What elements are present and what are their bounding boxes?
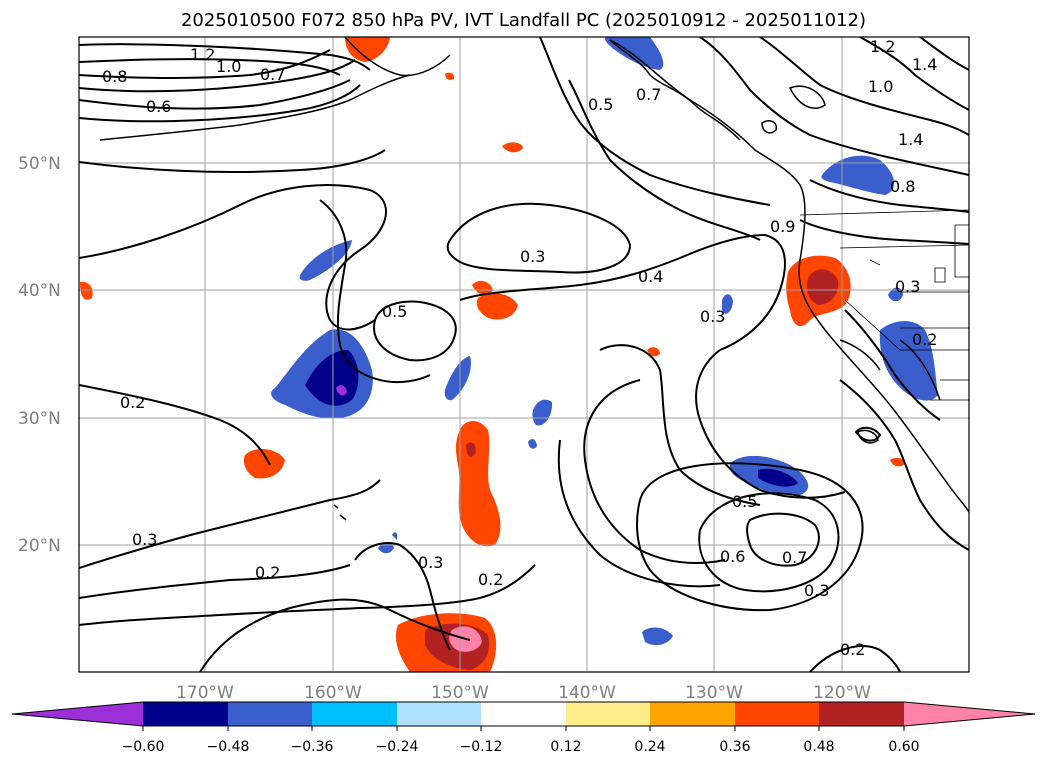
lon-label-140w: 140°W xyxy=(558,683,616,703)
colorbar-segment xyxy=(481,702,566,726)
lat-label-30n: 30°N xyxy=(18,409,61,429)
map-border xyxy=(78,36,970,673)
colorbar-tick-label: −0.36 xyxy=(291,739,334,755)
colorbar-tick-label: 0.36 xyxy=(719,739,750,755)
colorbar: −0.60 −0.48 −0.36 −0.24 −0.12 0.12 0.24 … xyxy=(11,701,1036,755)
map-panel: 1.2 1.0 0.8 0.7 0.6 0.5 0.7 1.2 1.4 1.0 … xyxy=(79,37,969,672)
colorbar-segment xyxy=(397,702,481,726)
contour-label: 1.2 xyxy=(870,37,895,56)
negative-anomaly-region xyxy=(532,399,553,426)
colorbar-segment xyxy=(819,702,904,726)
lon-label-170w: 170°W xyxy=(176,683,234,703)
contour-label: 0.8 xyxy=(890,177,915,196)
contour-label: 0.7 xyxy=(782,548,807,567)
colorbar-tick-label: 0.60 xyxy=(888,739,919,755)
colorbar-tick-label: 0.48 xyxy=(803,739,834,755)
colorbar-segment xyxy=(735,702,819,726)
colorbar-segment xyxy=(228,702,312,726)
contour-label: 1.4 xyxy=(898,130,923,149)
contour-label: 0.6 xyxy=(146,97,171,116)
contour-label: 0.3 xyxy=(132,530,157,549)
latitude-labels: 50°N 40°N 30°N 20°N xyxy=(18,154,61,556)
negative-anomaly-region xyxy=(879,321,938,401)
lat-label-20n: 20°N xyxy=(18,536,61,556)
contour-label: 0.3 xyxy=(700,307,725,326)
pv-shading xyxy=(80,37,938,672)
lon-label-120w: 120°W xyxy=(813,683,871,703)
colorbar-segment xyxy=(566,702,650,726)
colorbar-segment xyxy=(650,702,735,726)
contour-label: 0.3 xyxy=(418,553,443,572)
lon-label-160w: 160°W xyxy=(304,683,362,703)
contour-label: 0.3 xyxy=(520,247,545,266)
contour-label: 0.2 xyxy=(255,563,280,582)
negative-anomaly-region xyxy=(444,356,471,401)
contour-label: 0.9 xyxy=(770,217,795,236)
contour-label: 0.5 xyxy=(382,302,407,321)
contour-label: 0.2 xyxy=(912,330,937,349)
lat-label-40n: 40°N xyxy=(18,281,61,301)
contour-label: 0.2 xyxy=(840,640,865,659)
longitude-labels: 170°W 160°W 150°W 140°W 130°W 120°W xyxy=(176,683,871,703)
contour-label: 0.5 xyxy=(588,95,613,114)
lon-label-150w: 150°W xyxy=(431,683,489,703)
contour-labels: 1.2 1.0 0.8 0.7 0.6 0.5 0.7 1.2 1.4 1.0 … xyxy=(102,37,937,659)
contour-label: 0.7 xyxy=(636,85,661,104)
contour-label: 0.2 xyxy=(120,393,145,412)
contour-label: 0.5 xyxy=(732,492,757,511)
colorbar-tick-label: −0.60 xyxy=(122,739,165,755)
colorbar-tick-label: −0.12 xyxy=(460,739,503,755)
colorbar-high-extend xyxy=(904,702,1035,726)
positive-anomaly-region xyxy=(476,293,518,320)
contour-label: 0.3 xyxy=(895,277,920,296)
pv-contours xyxy=(79,37,969,672)
colorbar-tick-label: 0.12 xyxy=(550,739,581,755)
coastlines xyxy=(99,37,969,521)
colorbar-tick-label: 0.24 xyxy=(634,739,665,755)
negative-anomaly-region xyxy=(642,627,673,646)
colorbar-segment xyxy=(312,702,397,726)
contour-label: 0.4 xyxy=(638,267,663,286)
contour-label: 0.8 xyxy=(102,67,127,86)
colorbar-tick-label: −0.48 xyxy=(207,739,250,755)
lon-label-130w: 130°W xyxy=(685,683,743,703)
contour-label: 0.6 xyxy=(720,547,745,566)
contour-label: 1.2 xyxy=(190,45,215,64)
colorbar-segment xyxy=(143,702,228,726)
contour-label: 1.0 xyxy=(216,57,241,76)
contour-label: 0.7 xyxy=(260,65,285,84)
negative-anomaly-region xyxy=(821,155,895,195)
colorbar-low-extend xyxy=(12,702,143,726)
contour-label: 1.0 xyxy=(868,77,893,96)
map-title: 2025010500 F072 850 hPa PV, IVT Landfall… xyxy=(180,10,867,31)
lat-label-50n: 50°N xyxy=(18,154,61,174)
contour-label: 1.4 xyxy=(912,55,937,74)
positive-anomaly-region xyxy=(243,448,285,479)
contour-label: 0.3 xyxy=(804,581,829,600)
colorbar-tick-label: −0.24 xyxy=(376,739,419,755)
contour-label: 0.2 xyxy=(478,570,503,589)
negative-anomaly-region xyxy=(299,240,352,281)
